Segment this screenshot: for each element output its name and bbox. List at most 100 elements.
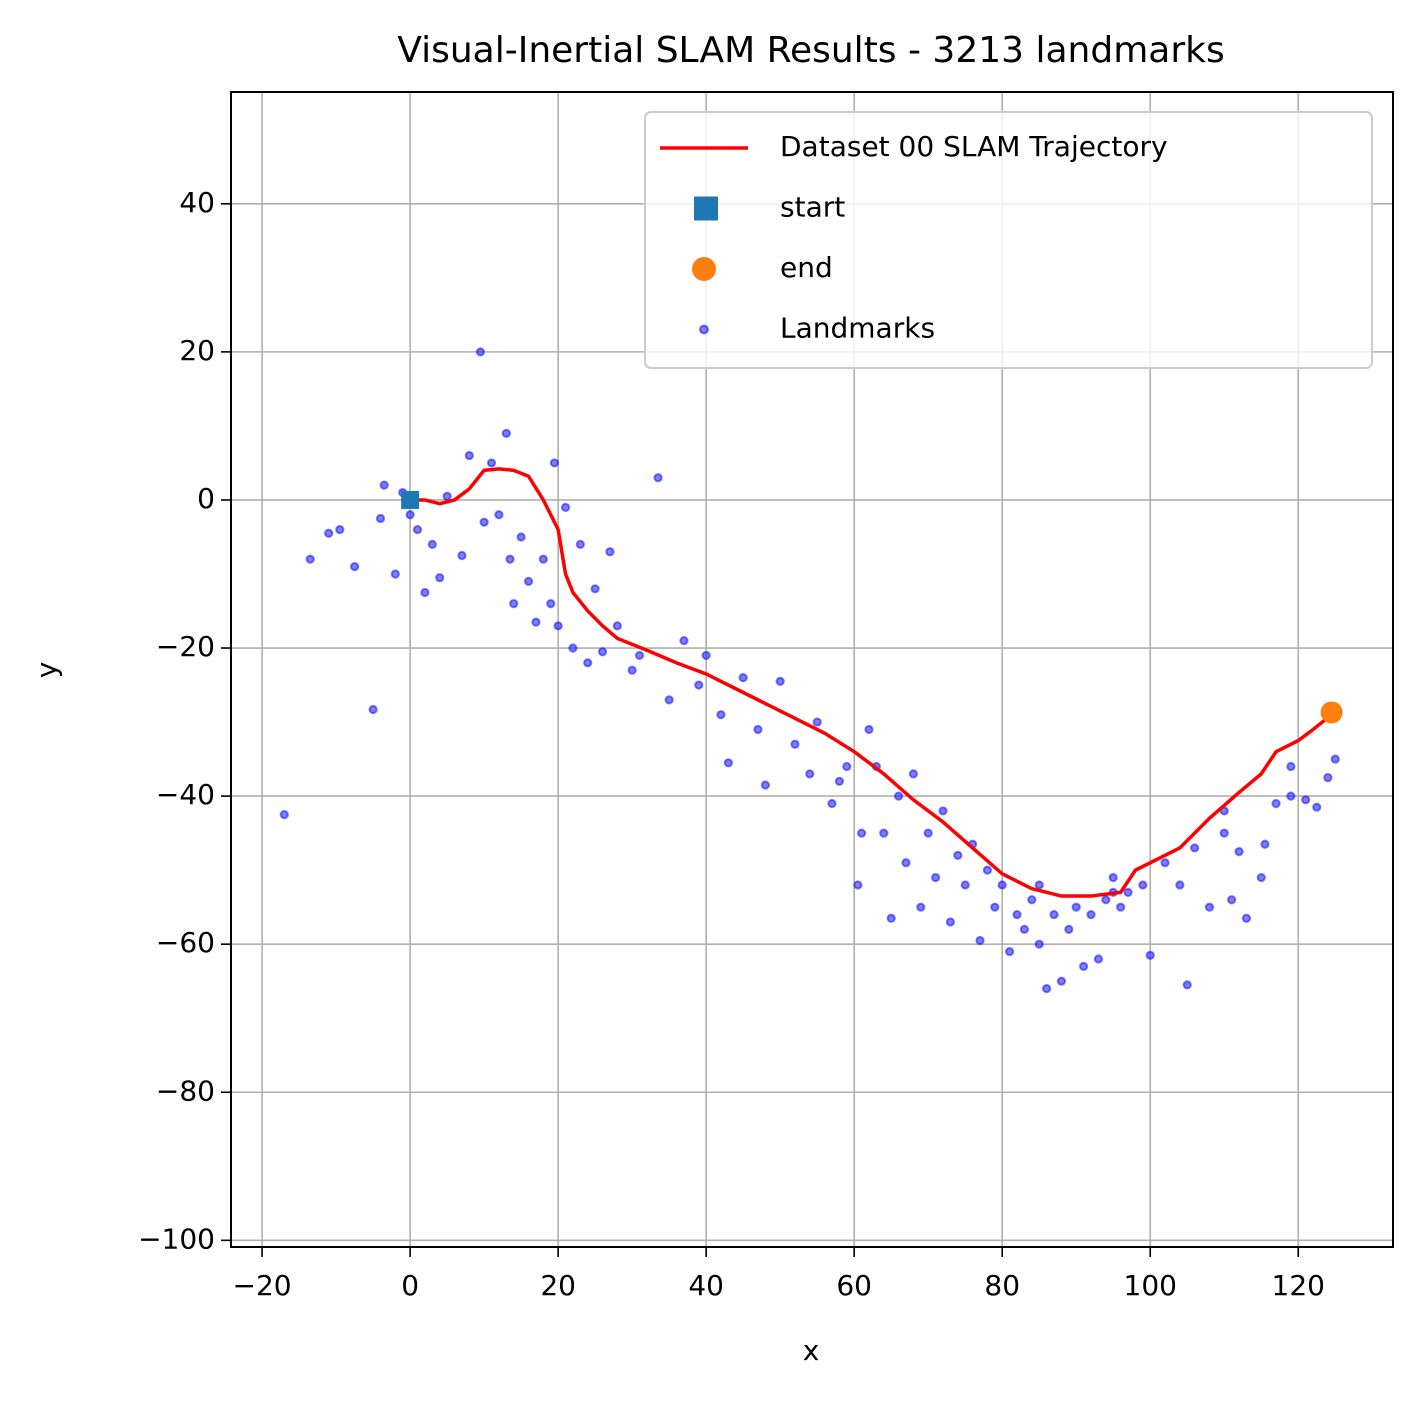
landmark-point xyxy=(494,510,504,520)
landmark-point xyxy=(597,647,608,657)
landmark-point xyxy=(538,554,548,564)
landmark-point xyxy=(805,769,815,779)
landmark-point xyxy=(908,769,918,779)
landmark-point xyxy=(1071,902,1081,912)
landmark-point xyxy=(1234,847,1244,857)
landmark-point xyxy=(775,676,785,686)
landmark-point xyxy=(612,621,622,631)
landmark-point xyxy=(505,554,515,564)
landmark-point xyxy=(305,554,315,564)
landmark-point xyxy=(1145,950,1155,960)
y-tick-label: −60 xyxy=(156,926,215,959)
landmark-point xyxy=(853,880,863,890)
landmark-point xyxy=(982,865,993,875)
landmark-point xyxy=(653,473,663,483)
landmark-point xyxy=(1012,909,1022,920)
landmark-point xyxy=(546,599,556,609)
landmark-point xyxy=(634,650,645,661)
landmark-point xyxy=(560,502,571,512)
landmark-point xyxy=(716,710,726,720)
x-tick-label: 120 xyxy=(1272,1269,1325,1302)
landmark-point xyxy=(879,828,889,838)
landmark-point xyxy=(938,806,948,816)
landmark-point xyxy=(435,573,445,583)
landmark-point xyxy=(1005,946,1015,957)
x-axis-label: x xyxy=(803,1334,820,1367)
landmark-point xyxy=(375,513,386,524)
landmark-point xyxy=(864,724,874,735)
landmark-point xyxy=(1301,795,1311,805)
landmark-point xyxy=(679,636,689,646)
landmark-point xyxy=(1116,902,1126,912)
landmark-point xyxy=(379,480,389,490)
landmark-point xyxy=(1219,828,1229,838)
landmark-point xyxy=(812,717,822,727)
landmark-point xyxy=(997,880,1007,890)
y-tick-label: 0 xyxy=(197,482,215,515)
landmark-point xyxy=(953,850,963,860)
landmark-point xyxy=(1312,802,1322,812)
landmark-point xyxy=(923,828,933,838)
landmark-point xyxy=(1256,872,1266,883)
landmark-point xyxy=(442,491,452,501)
landmark-point xyxy=(1286,791,1296,801)
landmark-point xyxy=(738,673,748,683)
landmark-point xyxy=(1320,701,1343,724)
landmark-point xyxy=(523,576,534,586)
x-tick-label: 80 xyxy=(984,1269,1020,1302)
landmark-point xyxy=(1241,913,1252,923)
landmark-point xyxy=(475,347,486,357)
landmark-point xyxy=(479,517,489,527)
landmark-point xyxy=(990,902,1000,912)
legend-label: end xyxy=(780,251,833,284)
landmark-point xyxy=(1190,843,1200,853)
landmark-point xyxy=(834,776,844,786)
landmark-point xyxy=(960,880,970,890)
legend-marker xyxy=(692,257,716,281)
landmark-point xyxy=(827,798,837,809)
y-tick-label: −100 xyxy=(138,1222,215,1255)
legend: Dataset 00 SLAM Trajectory start end Landma… xyxy=(644,111,1373,369)
landmark-point xyxy=(901,858,911,868)
landmark-point xyxy=(1108,872,1118,883)
landmark-point xyxy=(1034,880,1044,890)
landmark-point xyxy=(931,872,941,883)
landmark-point xyxy=(486,458,497,468)
x-tick-label: 20 xyxy=(540,1269,576,1302)
landmark-point xyxy=(753,724,763,735)
landmark-point xyxy=(335,524,345,535)
landmark-point xyxy=(1086,909,1096,920)
landmark-point xyxy=(405,510,415,520)
landmark-point xyxy=(590,584,600,594)
landmark-point xyxy=(368,704,378,715)
landmark-point xyxy=(701,650,711,661)
landmark-point xyxy=(516,532,526,542)
legend-marker xyxy=(694,196,718,221)
landmark-point xyxy=(420,587,430,598)
landmark-point xyxy=(1101,895,1111,905)
y-tick-label: −80 xyxy=(156,1074,215,1107)
landmark-point xyxy=(1227,895,1237,905)
legend-marker xyxy=(699,324,709,335)
landmark-point xyxy=(531,617,541,627)
landmark-point xyxy=(501,428,511,438)
landmark-point xyxy=(694,680,704,690)
landmark-point xyxy=(723,758,733,768)
landmark-point xyxy=(1271,798,1281,809)
landmark-point xyxy=(627,665,637,675)
landmark-point xyxy=(412,524,423,535)
landmark-point xyxy=(575,539,585,549)
landmark-point xyxy=(1160,858,1170,868)
landmark-point xyxy=(279,810,289,820)
y-tick-label: 20 xyxy=(179,334,215,367)
landmark-point xyxy=(324,528,334,538)
landmark-point xyxy=(664,695,674,705)
legend-box xyxy=(644,111,1373,369)
landmark-point xyxy=(509,599,519,609)
landmark-point xyxy=(886,913,896,923)
landmark-point xyxy=(945,917,956,927)
landmark-point xyxy=(1260,839,1270,849)
landmark-point xyxy=(1027,895,1037,905)
landmark-point xyxy=(427,539,437,549)
